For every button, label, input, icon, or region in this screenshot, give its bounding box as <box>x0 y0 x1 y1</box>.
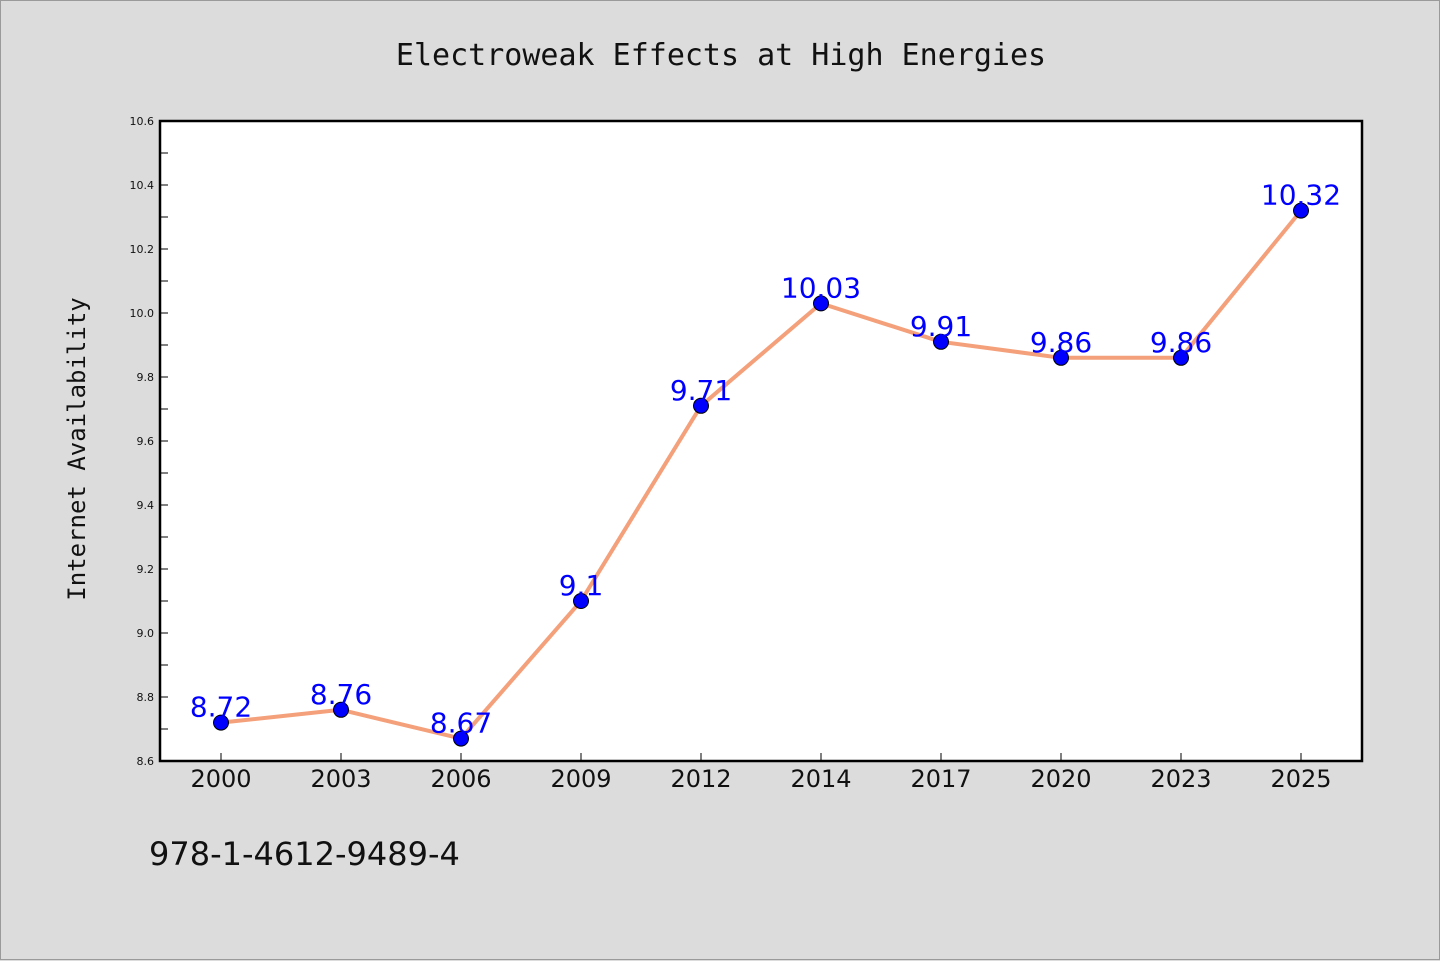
series-line <box>220 209 1303 741</box>
y-axis-label: Internet Availability <box>63 297 91 600</box>
series-markers <box>213 202 1309 747</box>
data-label: 10.32 <box>1261 179 1341 212</box>
plot-area <box>158 119 1364 763</box>
y-tick-label: 10.0 <box>130 307 155 320</box>
y-tick-label: 9.0 <box>137 627 155 640</box>
x-tick-label: 2012 <box>670 765 731 793</box>
y-tick-label: 8.8 <box>137 691 155 704</box>
data-point <box>813 295 829 312</box>
y-tick-label: 9.6 <box>137 435 155 448</box>
x-tick-label: 2014 <box>790 765 851 793</box>
data-labels: 8.72 8.76 8.67 9.1 9.71 10.03 9.91 9.86 9.86 10.3… <box>190 179 1341 740</box>
data-label: 9.1 <box>559 569 604 602</box>
data-label: 9.86 <box>1030 326 1092 359</box>
data-label: 8.76 <box>310 678 372 711</box>
y-tick-label: 9.4 <box>137 499 155 512</box>
y-tick-label: 8.6 <box>137 755 155 768</box>
footer-isbn: 978-1-4612-9489-4 <box>149 835 460 873</box>
y-tick-label: 10.4 <box>130 179 155 192</box>
data-label: 9.71 <box>670 374 732 407</box>
data-label: 9.91 <box>910 310 972 343</box>
data-point <box>1053 349 1069 366</box>
data-point <box>333 701 349 718</box>
x-tick-label: 2009 <box>550 765 611 793</box>
y-tick-label: 10.2 <box>130 243 155 256</box>
x-tick-label: 2020 <box>1030 765 1091 793</box>
x-tick-label: 2000 <box>190 765 251 793</box>
x-tick-label: 2017 <box>910 765 971 793</box>
data-point <box>1293 202 1309 219</box>
x-tick-label: 2023 <box>1150 765 1211 793</box>
data-point <box>1173 349 1189 366</box>
data-label: 8.67 <box>430 707 492 740</box>
data-point <box>573 593 589 609</box>
data-label: 10.03 <box>781 271 861 304</box>
y-tick-label: 9.8 <box>137 371 155 384</box>
y-tick-label: 9.2 <box>137 563 155 576</box>
series-lines <box>220 209 1303 741</box>
y-axis-ticks: 8.6 8.8 9.0 9.2 9.4 9.6 9.8 10.0 10.2 10.4 10.6 <box>130 115 168 768</box>
x-tick-label: 2006 <box>430 765 491 793</box>
data-label: 9.86 <box>1150 326 1212 359</box>
x-axis-ticks: 2000 2003 2006 2009 2012 2014 2017 2020 2023 2025 <box>190 753 1332 793</box>
chart-title: Electroweak Effects at High Energies <box>396 38 1046 73</box>
data-point <box>213 714 229 731</box>
x-tick-label: 2025 <box>1270 765 1331 793</box>
data-point <box>933 333 949 350</box>
data-point <box>453 730 469 747</box>
y-tick-label: 10.6 <box>130 115 155 128</box>
data-point <box>693 397 709 414</box>
x-tick-label: 2003 <box>310 765 371 793</box>
data-label: 8.72 <box>190 691 252 724</box>
